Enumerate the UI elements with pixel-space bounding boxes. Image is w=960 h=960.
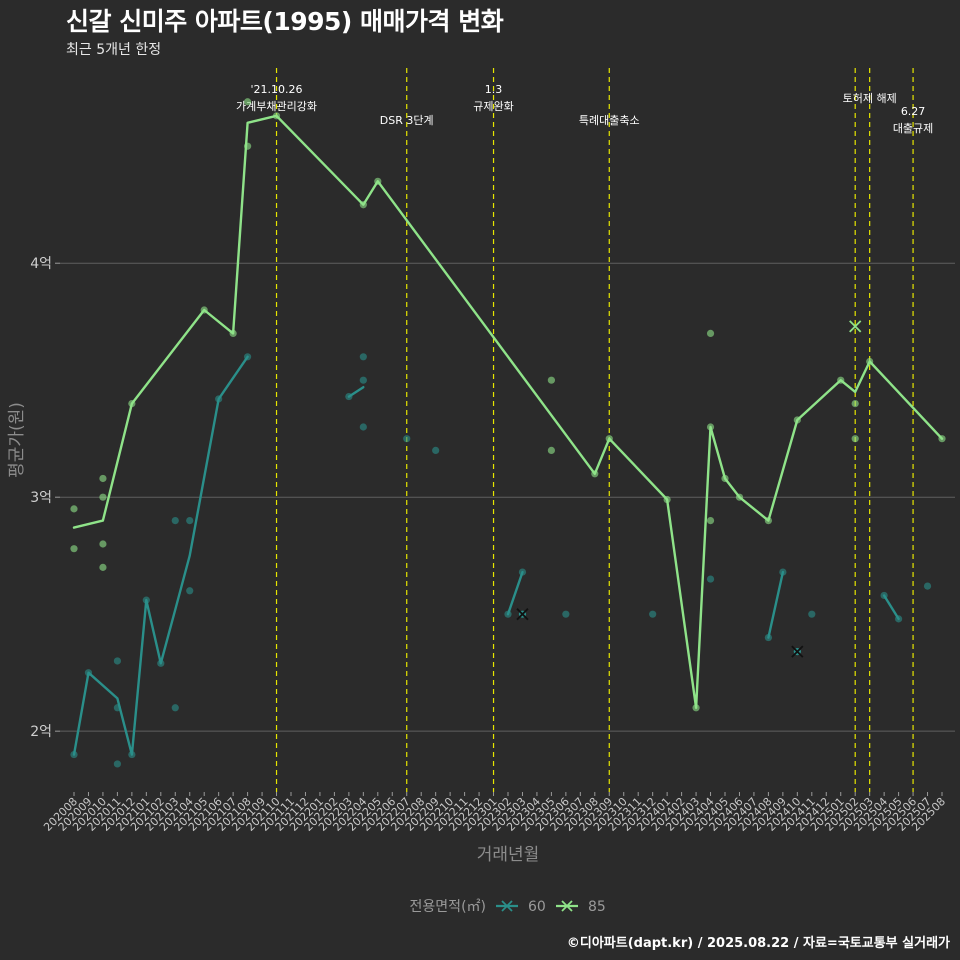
event-label: 특례대출축소 — [579, 114, 640, 127]
footer-credit: ©디아파트(dapt.kr) / 2025.08.22 / 자료=국토교통부 실… — [566, 936, 950, 951]
data-point — [70, 545, 78, 553]
chart-subtitle: 최근 5개년 한정 — [66, 42, 162, 58]
legend-item-85: 85 — [556, 899, 606, 915]
cancelled-marker — [849, 320, 862, 333]
y-tick-label: 2억 — [30, 724, 52, 740]
data-point — [562, 610, 570, 618]
legend-label: 85 — [588, 899, 606, 915]
data-point — [359, 423, 367, 431]
series-line — [882, 594, 900, 621]
legend-title: 전용면적(㎡) — [410, 899, 486, 915]
data-point — [547, 376, 556, 384]
x-axis-title: 거래년월 — [477, 845, 540, 865]
data-point — [547, 446, 556, 454]
legend-swatch-cross — [501, 900, 513, 912]
y-tick-label: 4억 — [30, 256, 52, 272]
data-point — [706, 516, 715, 525]
series-line — [72, 114, 944, 709]
data-point — [359, 376, 367, 384]
data-point — [244, 98, 252, 106]
data-point — [403, 435, 411, 443]
event-label: 가계부채관리강화 — [236, 100, 317, 113]
cancelled-marker — [516, 608, 529, 621]
series-line — [347, 386, 365, 398]
data-point — [706, 329, 715, 338]
data-point — [706, 575, 715, 583]
y-tick-label: 3억 — [30, 490, 52, 506]
series-85 — [70, 98, 946, 712]
data-point — [171, 516, 179, 525]
legend-label: 60 — [528, 899, 546, 915]
event-label: 토허제 해제 — [843, 91, 897, 105]
event-label: '21.10.26 — [251, 83, 303, 96]
series-line — [767, 570, 785, 639]
y-axis-title: 평균가(원) — [7, 402, 27, 478]
data-point — [70, 505, 78, 513]
data-point — [99, 540, 107, 548]
event-label: DSR 3단계 — [380, 114, 434, 127]
data-point — [923, 582, 932, 590]
legend-item-60: 60 — [496, 899, 546, 915]
x-tick-layer: 2020082020092020102020112020122021012021… — [41, 792, 948, 834]
event-label: 규제완화 — [473, 100, 513, 113]
series-line — [72, 355, 249, 756]
chart-title: 신갈 신미주 아파트(1995) 매매가격 변화 — [66, 7, 504, 36]
series-line — [506, 570, 524, 616]
data-point — [186, 587, 194, 595]
data-point — [649, 610, 657, 618]
data-point — [113, 657, 121, 665]
data-point — [99, 493, 107, 501]
series-layer — [70, 98, 946, 768]
event-label: 1.3 — [485, 83, 503, 96]
data-point — [99, 474, 107, 483]
data-point — [808, 610, 816, 618]
data-point — [359, 353, 367, 361]
event-label: 6.27 — [901, 105, 926, 118]
cancelled-marker — [791, 645, 804, 658]
data-point — [851, 400, 859, 408]
data-point — [171, 704, 179, 712]
legend: 전용면적(㎡) 60 85 — [410, 899, 606, 915]
data-point — [113, 760, 121, 768]
data-point — [432, 446, 440, 454]
data-point — [851, 435, 859, 443]
grid-layer — [60, 262, 955, 732]
series-60 — [70, 353, 932, 768]
event-label: 대출규제 — [893, 122, 933, 135]
legend-swatch-cross — [561, 900, 573, 912]
data-point — [99, 563, 107, 571]
data-point — [186, 516, 194, 525]
y-tick-layer: 2억 3억 4억 — [30, 256, 60, 740]
